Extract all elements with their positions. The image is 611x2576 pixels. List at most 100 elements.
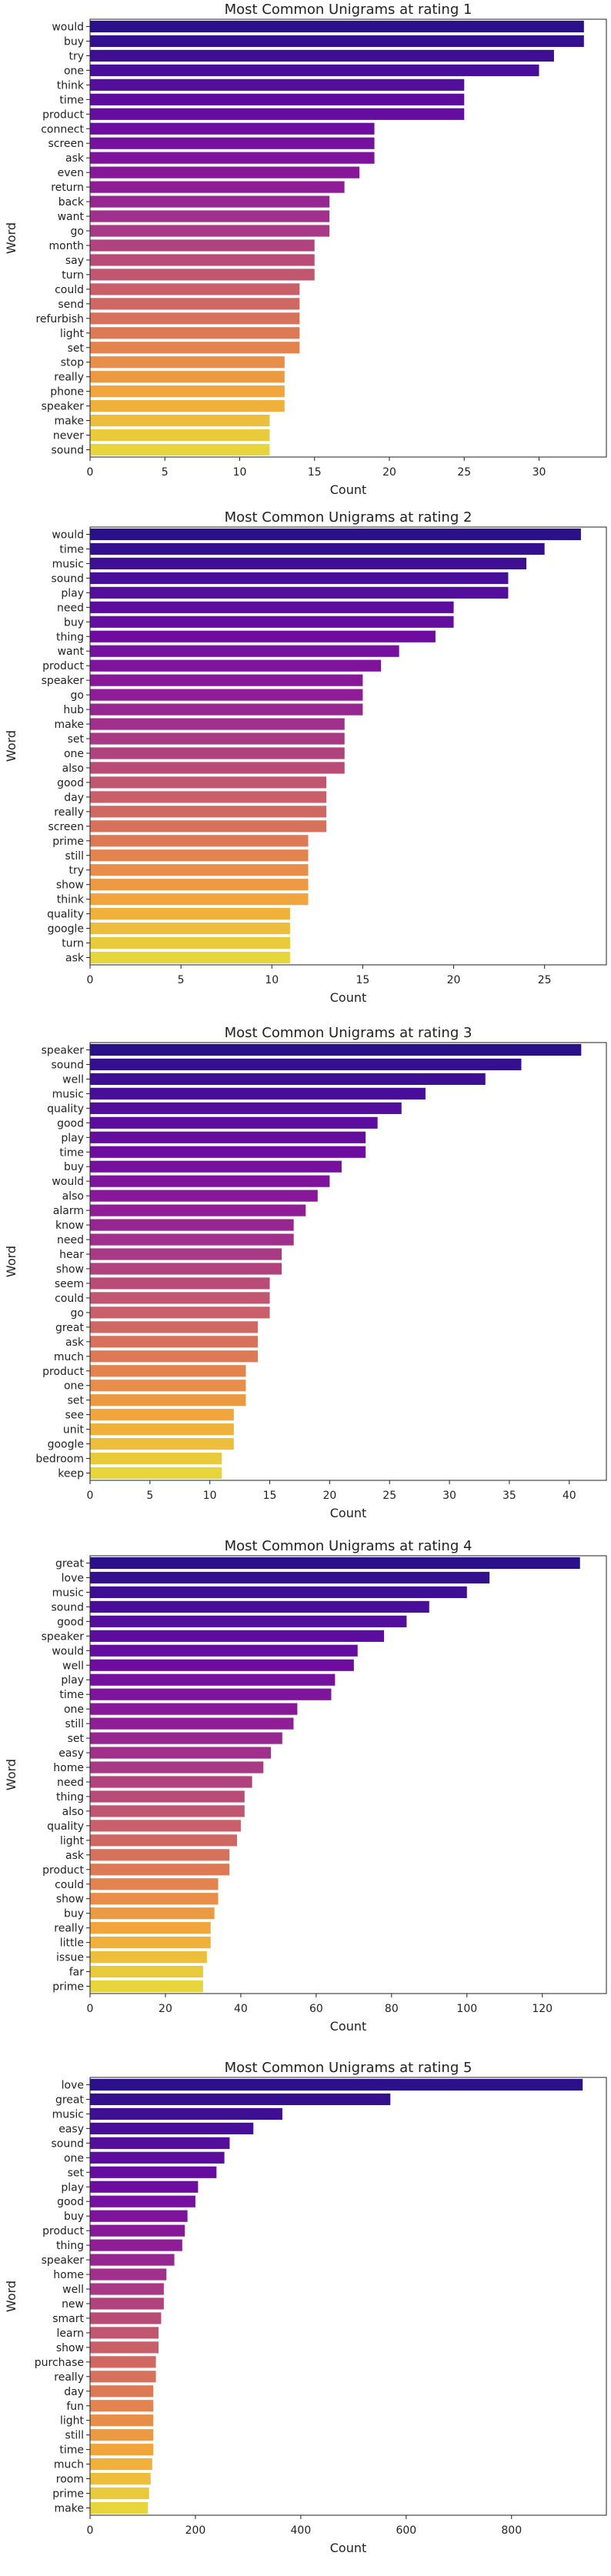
y-tick-label: time: [59, 1689, 84, 1701]
y-tick-label: ask: [65, 1850, 85, 1862]
bar-much: [90, 1350, 258, 1363]
y-tick-label: buy: [64, 35, 84, 48]
bar-really: [90, 2371, 156, 2383]
y-tick-label: set: [68, 1395, 85, 1407]
x-tick-label: 0: [87, 974, 94, 986]
bar-buy: [90, 1907, 215, 1920]
bar-thing: [90, 1790, 245, 1803]
y-axis-label: Word: [4, 730, 18, 762]
y-tick-label: go: [71, 225, 84, 238]
bar-also: [90, 1190, 318, 1202]
bar-great: [90, 2093, 391, 2106]
y-tick-label: really: [54, 1923, 84, 1935]
bar-speaker: [90, 1043, 582, 1056]
y-tick-label: turn: [62, 938, 84, 950]
bar-day: [90, 2385, 154, 2397]
y-tick-label: make: [55, 719, 84, 731]
x-tick-label: 200: [185, 2524, 206, 2537]
y-tick-label: hub: [63, 704, 84, 716]
y-tick-label: unit: [63, 1424, 85, 1436]
y-tick-label: speaker: [42, 1044, 85, 1056]
x-tick-label: 60: [309, 2003, 323, 2015]
bar-think: [90, 893, 309, 906]
bar-would: [90, 20, 584, 33]
bar-one: [90, 2151, 225, 2164]
bar-turn: [90, 269, 315, 281]
bar-would: [90, 1175, 330, 1187]
axes-frame: [89, 1042, 607, 1481]
x-tick-label: 20: [382, 466, 396, 479]
y-tick-label: well: [62, 1660, 84, 1672]
x-tick-label: 20: [322, 1490, 336, 1502]
y-tick-label: play: [61, 1132, 84, 1144]
y-tick-label: know: [55, 1220, 84, 1232]
y-tick-label: make: [55, 415, 84, 428]
bar-time: [90, 1688, 332, 1700]
y-tick-label: love: [62, 2079, 84, 2091]
y-tick-label: prime: [52, 836, 84, 848]
y-tick-label: would: [52, 529, 84, 541]
bar-set: [90, 1732, 282, 1744]
bar-issue: [90, 1950, 207, 1964]
y-tick-label: quality: [47, 909, 84, 921]
y-tick-label: great: [55, 1322, 85, 1334]
x-axis-label: Count: [330, 990, 367, 1005]
axes-frame: [89, 1555, 607, 1994]
bar-one: [90, 1380, 246, 1392]
x-tick-label: 10: [233, 466, 247, 479]
y-tick-label: product: [42, 2225, 84, 2237]
y-tick-label: turn: [62, 269, 84, 282]
bar-room: [90, 2472, 151, 2485]
bar-one: [90, 747, 345, 759]
y-tick-label: ask: [65, 152, 85, 165]
y-tick-label: good: [57, 2196, 84, 2208]
y-tick-label: need: [57, 1777, 84, 1789]
y-tick-label: one: [64, 65, 84, 77]
bar-set: [90, 1394, 246, 1406]
bar-good: [90, 1116, 378, 1129]
bar-ask: [90, 1336, 258, 1348]
y-tick-label: room: [56, 2474, 84, 2486]
y-tick-label: return: [51, 182, 84, 194]
y-tick-label: set: [68, 342, 85, 355]
bar-quality: [90, 1102, 402, 1114]
bar-screen: [90, 820, 327, 833]
bar-good: [90, 776, 327, 789]
bar-fun: [90, 2400, 154, 2412]
bar-smart: [90, 2312, 162, 2324]
x-tick-label: 20: [159, 2003, 172, 2015]
y-tick-label: really: [54, 806, 84, 819]
bar-ask: [90, 951, 290, 964]
bar-light: [90, 327, 300, 339]
bar-sound: [90, 572, 509, 584]
y-tick-label: back: [58, 196, 85, 209]
y-tick-label: see: [65, 1410, 84, 1422]
bar-sound: [90, 443, 270, 456]
y-tick-label: home: [53, 1762, 84, 1774]
x-tick-label: 10: [265, 974, 279, 986]
x-tick-label: 10: [203, 1490, 217, 1502]
y-tick-label: set: [68, 2167, 85, 2179]
bar-think: [90, 78, 465, 91]
y-tick-label: day: [64, 792, 84, 804]
y-tick-label: prime: [52, 1981, 84, 1994]
y-tick-label: stop: [61, 357, 84, 369]
y-tick-label: good: [57, 1616, 84, 1628]
bar-play: [90, 1673, 336, 1686]
bar-also: [90, 762, 345, 774]
bar-product: [90, 2224, 185, 2237]
y-tick-label: ask: [65, 1336, 85, 1349]
bar-still: [90, 2429, 154, 2441]
y-tick-label: much: [54, 1351, 84, 1363]
x-tick-label: 5: [162, 466, 169, 479]
bar-still: [90, 1717, 294, 1730]
bar-much: [90, 2458, 152, 2471]
y-tick-label: show: [56, 1263, 84, 1276]
y-tick-label: much: [54, 2459, 84, 2471]
y-tick-label: learn: [57, 2327, 84, 2340]
y-tick-label: month: [49, 240, 84, 252]
bar-connect: [90, 122, 375, 135]
bar-buy: [90, 2210, 188, 2222]
bar-keep: [90, 1467, 222, 1480]
